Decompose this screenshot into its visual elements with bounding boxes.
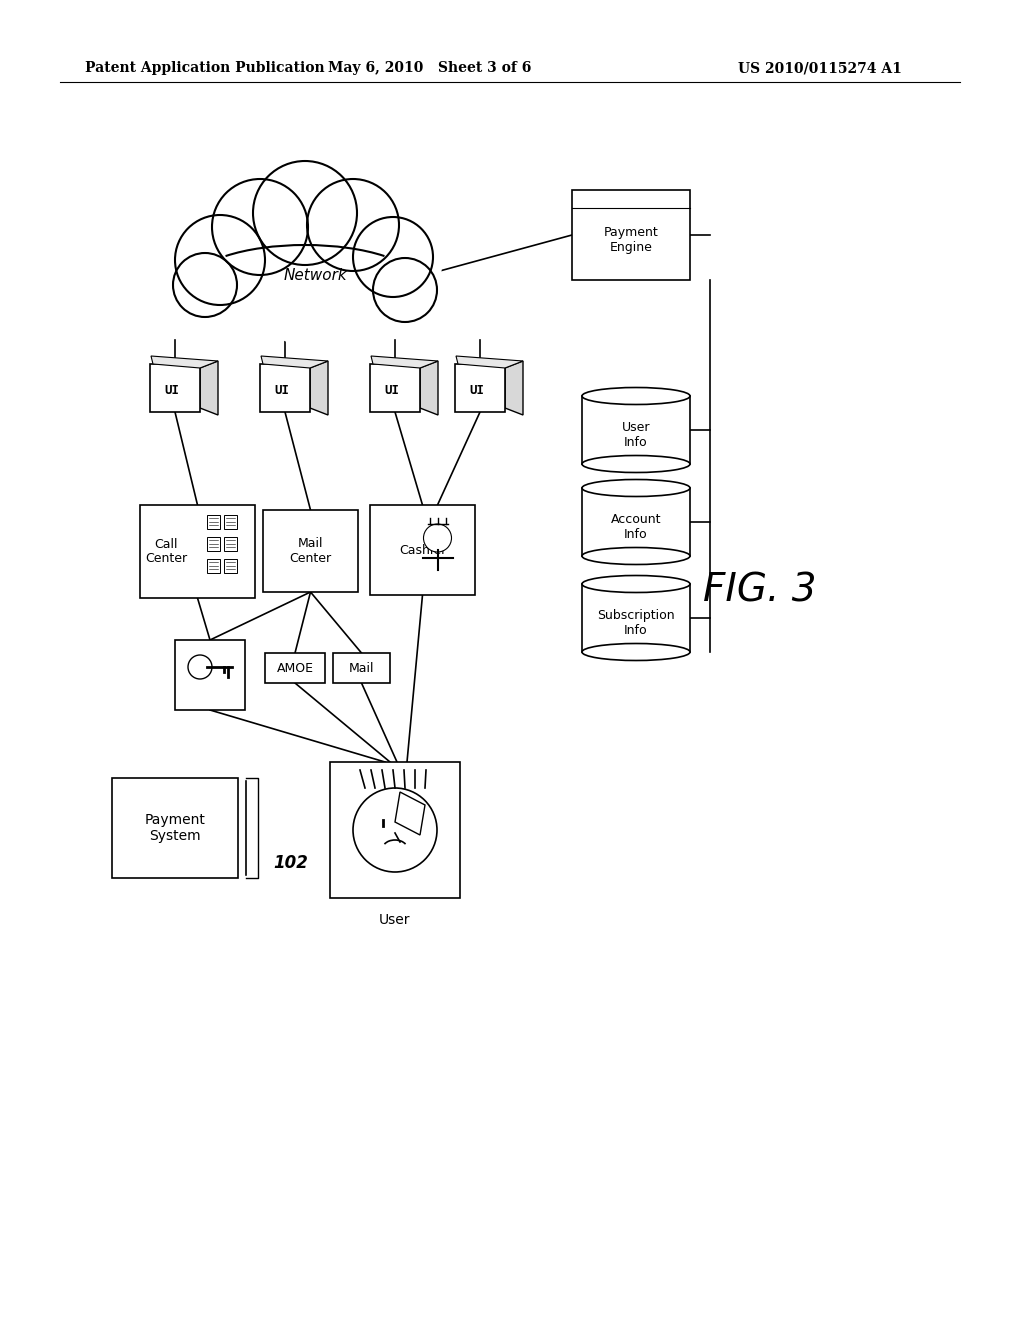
FancyBboxPatch shape bbox=[207, 558, 220, 573]
Ellipse shape bbox=[582, 548, 690, 565]
Text: Subscription
Info: Subscription Info bbox=[597, 609, 675, 638]
Text: UI: UI bbox=[274, 384, 290, 397]
Polygon shape bbox=[261, 356, 328, 368]
Text: UI: UI bbox=[165, 384, 179, 397]
FancyBboxPatch shape bbox=[150, 364, 200, 412]
Ellipse shape bbox=[582, 479, 690, 496]
FancyBboxPatch shape bbox=[112, 777, 238, 878]
Polygon shape bbox=[505, 360, 523, 414]
Text: AMOE: AMOE bbox=[276, 661, 313, 675]
Text: Call
Center: Call Center bbox=[145, 537, 187, 565]
Circle shape bbox=[319, 180, 420, 280]
FancyBboxPatch shape bbox=[207, 537, 220, 550]
Text: FIG. 3: FIG. 3 bbox=[703, 572, 817, 609]
Circle shape bbox=[365, 260, 435, 330]
Text: User
Info: User Info bbox=[622, 421, 650, 449]
Ellipse shape bbox=[582, 455, 690, 473]
FancyBboxPatch shape bbox=[175, 640, 245, 710]
Text: Payment
System: Payment System bbox=[144, 813, 206, 843]
Text: Cashier: Cashier bbox=[399, 544, 446, 557]
FancyBboxPatch shape bbox=[263, 510, 358, 591]
FancyBboxPatch shape bbox=[224, 558, 237, 573]
FancyBboxPatch shape bbox=[140, 506, 255, 598]
FancyBboxPatch shape bbox=[582, 396, 690, 465]
FancyBboxPatch shape bbox=[224, 515, 237, 529]
Circle shape bbox=[215, 176, 325, 285]
FancyBboxPatch shape bbox=[260, 364, 310, 412]
Circle shape bbox=[175, 215, 275, 315]
Text: US 2010/0115274 A1: US 2010/0115274 A1 bbox=[738, 61, 902, 75]
Text: 102: 102 bbox=[273, 854, 308, 873]
FancyBboxPatch shape bbox=[582, 583, 690, 652]
Ellipse shape bbox=[582, 644, 690, 660]
FancyBboxPatch shape bbox=[455, 364, 505, 412]
FancyBboxPatch shape bbox=[582, 488, 690, 556]
Polygon shape bbox=[420, 360, 438, 414]
Circle shape bbox=[353, 788, 437, 873]
Circle shape bbox=[262, 157, 378, 273]
Text: UI: UI bbox=[469, 384, 484, 397]
Text: Mail
Center: Mail Center bbox=[290, 537, 332, 565]
Text: Patent Application Publication: Patent Application Publication bbox=[85, 61, 325, 75]
Text: Mail: Mail bbox=[349, 661, 374, 675]
Text: Payment
Engine: Payment Engine bbox=[603, 226, 658, 253]
Text: Network: Network bbox=[283, 268, 347, 282]
FancyBboxPatch shape bbox=[224, 537, 237, 550]
Polygon shape bbox=[371, 356, 438, 368]
Circle shape bbox=[170, 260, 240, 330]
Ellipse shape bbox=[582, 388, 690, 404]
Circle shape bbox=[358, 223, 442, 308]
FancyBboxPatch shape bbox=[265, 653, 325, 682]
Polygon shape bbox=[456, 356, 523, 368]
Text: Account
Info: Account Info bbox=[610, 513, 662, 541]
Circle shape bbox=[250, 235, 360, 345]
Polygon shape bbox=[310, 360, 328, 414]
Circle shape bbox=[188, 655, 212, 678]
Polygon shape bbox=[395, 792, 425, 836]
FancyBboxPatch shape bbox=[207, 515, 220, 529]
Ellipse shape bbox=[582, 576, 690, 593]
FancyBboxPatch shape bbox=[330, 762, 460, 898]
Text: May 6, 2010   Sheet 3 of 6: May 6, 2010 Sheet 3 of 6 bbox=[329, 61, 531, 75]
Text: User: User bbox=[379, 913, 411, 927]
FancyBboxPatch shape bbox=[333, 653, 390, 682]
Polygon shape bbox=[200, 360, 218, 414]
Polygon shape bbox=[151, 356, 218, 368]
Circle shape bbox=[424, 524, 452, 552]
FancyBboxPatch shape bbox=[572, 190, 690, 280]
Text: UI: UI bbox=[384, 384, 399, 397]
FancyBboxPatch shape bbox=[370, 506, 475, 595]
FancyBboxPatch shape bbox=[370, 364, 420, 412]
